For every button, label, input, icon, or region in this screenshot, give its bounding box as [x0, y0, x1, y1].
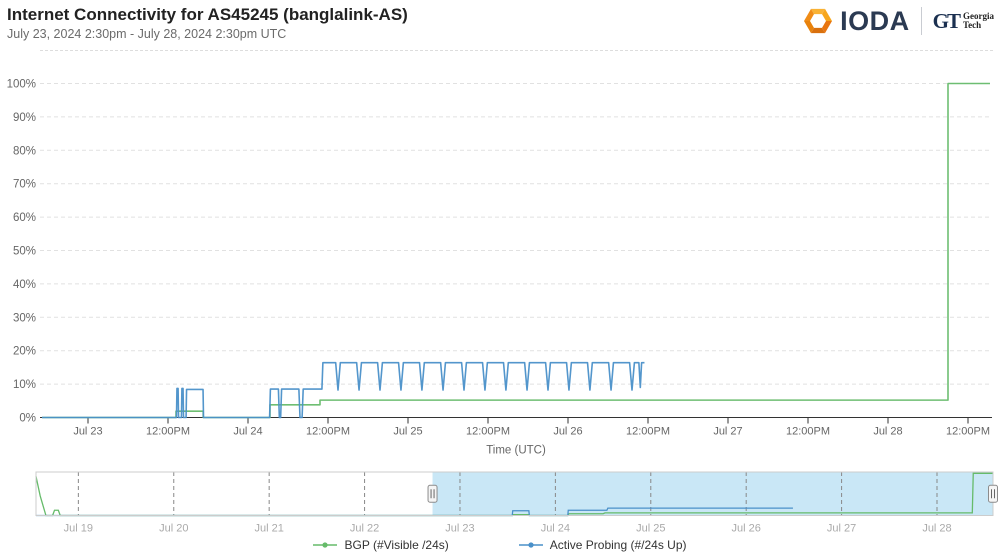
navigator-tick-label: Jul 24: [541, 523, 570, 535]
y-axis-tick-label: 50%: [13, 246, 36, 258]
y-axis-tick-label: 20%: [13, 346, 36, 358]
y-axis-tick-label: 80%: [13, 145, 36, 157]
y-axis-tick-label: 10%: [13, 379, 36, 391]
x-axis-tick-label: Jul 24: [233, 426, 262, 438]
navigator-right-handle[interactable]: [988, 484, 998, 503]
y-axis-tick-label: 90%: [13, 112, 36, 124]
legend-item-active-probing[interactable]: Active Probing (#/24s Up): [518, 538, 687, 552]
legend-label-active-probing: Active Probing (#/24s Up): [549, 538, 687, 552]
x-axis-tick-label: 12:00PM: [626, 426, 670, 438]
navigator-tick-label: Jul 21: [254, 523, 283, 535]
y-axis-tick-label: 60%: [13, 212, 36, 224]
x-axis-tick-label: Jul 27: [713, 426, 742, 438]
date-range-subtitle: July 23, 2024 2:30pm - July 28, 2024 2:3…: [7, 27, 287, 42]
x-axis-tick-label: Jul 25: [393, 426, 422, 438]
x-axis-tick-label: 12:00PM: [466, 426, 510, 438]
georgia-tech-logo: GT Georgia Tech: [932, 8, 994, 33]
drag-handle-icon: [988, 484, 998, 503]
ioda-logo-text: IODA: [840, 5, 910, 36]
y-axis-tick-label: 0%: [19, 413, 36, 425]
y-axis-tick-label: 70%: [13, 179, 36, 191]
x-axis-tick-label: Jul 26: [553, 426, 582, 438]
brand-logos: IODA GT Georgia Tech: [803, 6, 994, 36]
y-axis-tick-label: 100%: [7, 79, 36, 91]
gt-word-georgia: Georgia: [963, 10, 994, 21]
navigator-tick-label: Jul 27: [827, 523, 856, 535]
x-axis-tick-label: 12:00PM: [786, 426, 830, 438]
header-divider: [40, 50, 993, 51]
navigator-chart: Jul 19 Jul 20 Jul 21 Jul 22 Jul 23 Jul 24 Jul …: [35, 471, 998, 535]
main-timeseries-chart: 0% 10% 20% 30% 40% 50% 60% 70% 80% 90% 100% Jul 23 1…: [7, 79, 992, 457]
gt-monogram-icon: GT: [932, 8, 961, 33]
main-chart-plot-area[interactable]: [42, 84, 990, 418]
x-axis-tick-label: 12:00PM: [946, 426, 990, 438]
navigator-left-handle[interactable]: [427, 484, 438, 503]
gt-wordmark: Georgia Tech: [963, 10, 994, 31]
navigator-tick-label: Jul 20: [159, 523, 188, 535]
logo-divider: [920, 7, 922, 35]
y-axis-tick-label: 30%: [13, 312, 36, 324]
navigator-tick-label: Jul 19: [64, 523, 93, 535]
header: Internet Connectivity for AS45245 (bangl…: [7, 4, 408, 41]
navigator-tick-label: Jul 22: [350, 523, 379, 535]
legend-label-bgp: BGP (#Visible /24s): [344, 538, 449, 552]
navigator-tick-label: Jul 28: [922, 523, 951, 535]
ioda-hexagon-icon: [804, 8, 833, 34]
page-title: Internet Connectivity for AS45245 (bangl…: [7, 5, 408, 24]
bgp-legend-marker-icon: [313, 542, 338, 548]
x-axis-tick-label: 12:00PM: [146, 426, 190, 438]
x-axis-tick-label: Jul 28: [873, 426, 902, 438]
y-axis-tick-label: 40%: [13, 279, 36, 291]
navigator-selected-range[interactable]: [432, 472, 994, 516]
navigator-tick-label: Jul 26: [732, 523, 761, 535]
x-axis-title: Time (UTC): [486, 445, 546, 457]
active-probing-legend-marker-icon: [518, 542, 543, 548]
drag-handle-icon: [427, 484, 438, 503]
x-axis-tick-label: 12:00PM: [306, 426, 350, 438]
active-probing-series-line: [42, 361, 645, 419]
legend-item-bgp[interactable]: BGP (#Visible /24s): [313, 538, 449, 552]
navigator-tick-label: Jul 23: [445, 523, 474, 535]
gt-word-tech: Tech: [963, 20, 982, 30]
x-axis-tick-label: Jul 23: [73, 426, 102, 438]
navigator-tick-label: Jul 25: [636, 523, 665, 535]
chart-legend: BGP (#Visible /24s) Active Probing (#/24…: [0, 538, 1000, 552]
